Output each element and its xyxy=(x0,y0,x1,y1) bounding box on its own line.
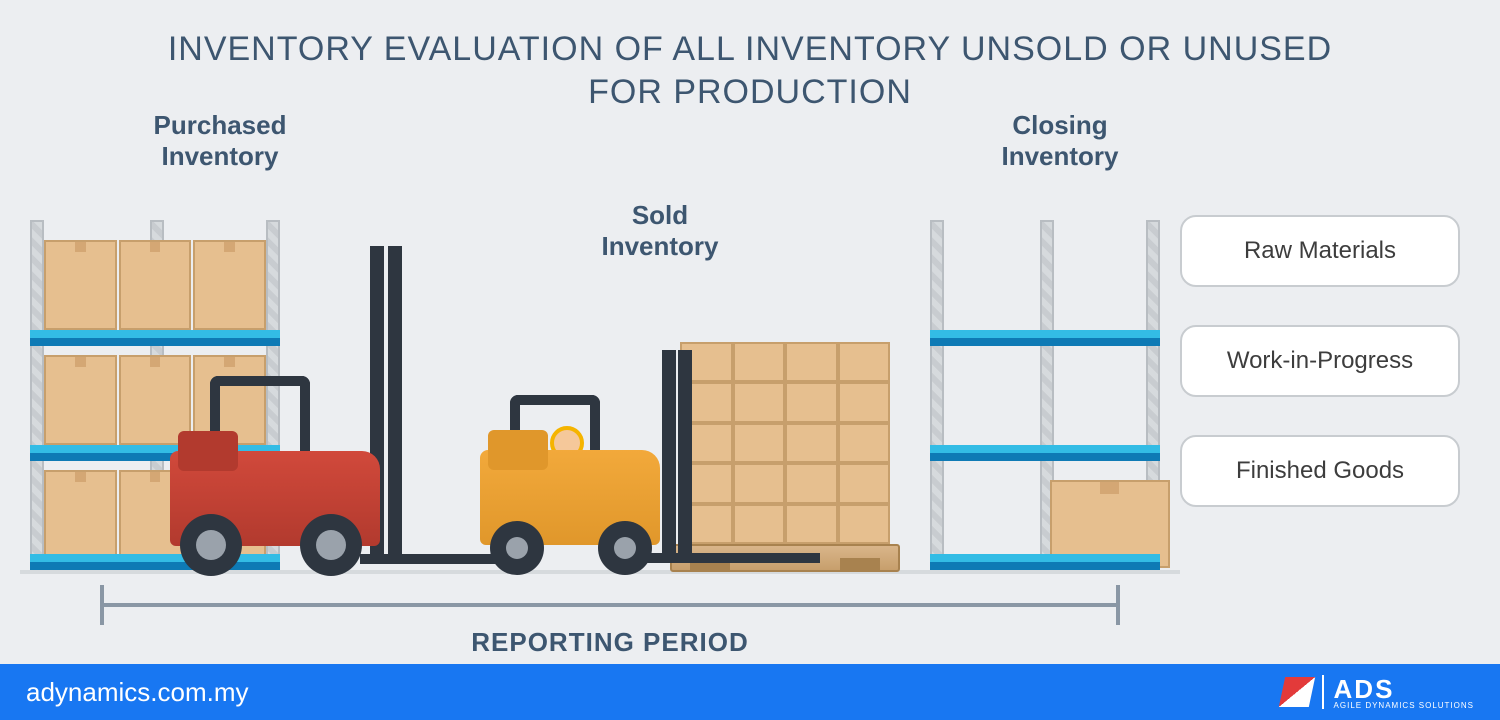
box-icon xyxy=(785,463,838,503)
rack-closing xyxy=(930,220,1160,570)
wheel-icon xyxy=(598,521,652,575)
infographic-scene: Purchased Inventory Sold Inventory Closi… xyxy=(0,120,1500,590)
box-icon xyxy=(733,504,786,544)
label-sold-text: Sold Inventory xyxy=(601,200,718,261)
forklift-mast xyxy=(388,246,402,556)
rack-upright xyxy=(30,220,44,570)
rack-shelf xyxy=(930,445,1160,461)
box-icon xyxy=(193,240,266,330)
label-purchased: Purchased Inventory xyxy=(120,110,320,172)
box-icon xyxy=(785,423,838,463)
forklift-red-icon xyxy=(160,366,420,576)
footer-bar: adynamics.com.my ADS AGILE DYNAMICS SOLU… xyxy=(0,664,1500,720)
reporting-period-label: REPORTING PERIOD xyxy=(104,627,1116,658)
box-icon xyxy=(785,382,838,422)
box-icon xyxy=(785,342,838,382)
forklift-mast xyxy=(678,350,692,555)
wheel-icon xyxy=(490,521,544,575)
logo-divider xyxy=(1322,675,1324,709)
box-icon xyxy=(838,382,891,422)
box-icon xyxy=(838,342,891,382)
page-title: INVENTORY EVALUATION OF ALL INVENTORY UN… xyxy=(0,0,1500,113)
reporting-bracket: REPORTING PERIOD xyxy=(100,585,1120,625)
bracket-line xyxy=(104,603,1116,607)
forklift-yellow-icon xyxy=(470,380,700,575)
wheel-icon xyxy=(180,514,242,576)
pill-finished-goods: Finished Goods xyxy=(1180,435,1460,507)
brand-text: ADS xyxy=(1334,674,1395,704)
box-icon xyxy=(838,423,891,463)
pallet-stack-icon xyxy=(680,342,890,572)
label-closing: Closing Inventory xyxy=(960,110,1160,172)
category-pills: Raw Materials Work-in-Progress Finished … xyxy=(1180,215,1460,507)
label-purchased-text: Purchased Inventory xyxy=(154,110,287,171)
title-line2: FOR PRODUCTION xyxy=(588,73,912,111)
forklift-fork xyxy=(640,553,820,563)
box-icon xyxy=(733,463,786,503)
footer-url: adynamics.com.my xyxy=(26,677,249,708)
box-icon xyxy=(44,240,117,330)
rack-shelf xyxy=(30,330,280,346)
box-icon xyxy=(733,382,786,422)
box-icon xyxy=(838,463,891,503)
brand-tagline: AGILE DYNAMICS SOLUTIONS xyxy=(1334,701,1474,710)
box-icon xyxy=(44,355,117,445)
logo-text: ADS AGILE DYNAMICS SOLUTIONS xyxy=(1334,674,1474,710)
box-icon xyxy=(733,423,786,463)
wheel-icon xyxy=(300,514,362,576)
box-icon xyxy=(838,504,891,544)
pill-work-in-progress: Work-in-Progress xyxy=(1180,325,1460,397)
rack-upright xyxy=(930,220,944,570)
label-sold: Sold Inventory xyxy=(560,200,760,262)
box-icon xyxy=(119,240,192,330)
box-icon xyxy=(733,342,786,382)
logo-mark-icon xyxy=(1278,677,1314,707)
box-icon xyxy=(785,504,838,544)
label-closing-text: Closing Inventory xyxy=(1001,110,1118,171)
forklift-mast xyxy=(662,350,676,555)
box-row xyxy=(44,235,266,330)
rack-shelf xyxy=(930,554,1160,570)
box-grid xyxy=(680,342,890,544)
rack-shelf xyxy=(930,330,1160,346)
pill-raw-materials: Raw Materials xyxy=(1180,215,1460,287)
title-line1: INVENTORY EVALUATION OF ALL INVENTORY UN… xyxy=(168,30,1332,68)
footer-logo: ADS AGILE DYNAMICS SOLUTIONS xyxy=(1282,674,1474,710)
